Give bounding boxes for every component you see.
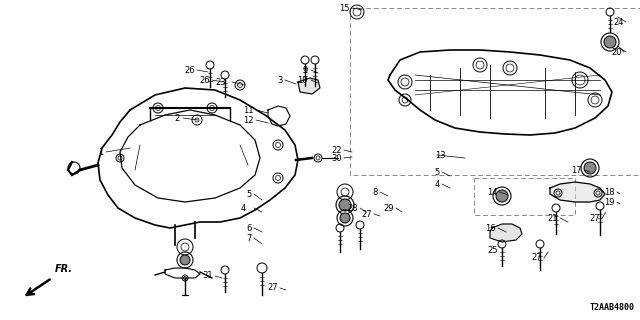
Text: 21: 21: [547, 213, 558, 222]
Circle shape: [339, 199, 351, 211]
Text: 6: 6: [246, 223, 252, 233]
Text: 26: 26: [200, 76, 210, 84]
Text: 18: 18: [604, 188, 615, 196]
Text: 27: 27: [268, 284, 278, 292]
Text: 29: 29: [383, 204, 394, 212]
Bar: [474, 178, 575, 215]
Circle shape: [604, 36, 616, 48]
Text: 12: 12: [243, 116, 254, 124]
Text: 16: 16: [485, 223, 496, 233]
Text: 25: 25: [488, 245, 498, 254]
Text: 4: 4: [241, 204, 246, 212]
Text: 28: 28: [348, 204, 358, 212]
Text: 27: 27: [531, 253, 542, 262]
Text: 24: 24: [614, 18, 624, 27]
Circle shape: [496, 190, 508, 202]
Text: 5: 5: [247, 189, 252, 198]
Circle shape: [584, 162, 596, 174]
Text: 11: 11: [243, 106, 254, 115]
Polygon shape: [490, 224, 522, 242]
Circle shape: [180, 255, 190, 265]
Text: 8: 8: [372, 188, 378, 196]
Text: 17: 17: [572, 165, 582, 174]
Text: 1: 1: [98, 148, 103, 156]
Text: 26: 26: [184, 66, 195, 75]
Bar: [350, 8, 640, 175]
Text: 27: 27: [362, 210, 372, 219]
Text: T2AAB4800: T2AAB4800: [590, 303, 635, 312]
Text: FR.: FR.: [55, 264, 73, 274]
Text: 15: 15: [339, 4, 350, 12]
Text: 22: 22: [332, 146, 342, 155]
Text: 14: 14: [488, 188, 498, 196]
Text: 9: 9: [303, 66, 308, 75]
Text: 19: 19: [605, 197, 615, 206]
Text: 5: 5: [435, 167, 440, 177]
Text: 30: 30: [332, 154, 342, 163]
Text: 20: 20: [611, 47, 622, 57]
Text: 2: 2: [175, 114, 180, 123]
Text: 4: 4: [435, 180, 440, 188]
Circle shape: [340, 213, 350, 223]
Polygon shape: [550, 182, 605, 202]
Text: 3: 3: [278, 76, 283, 84]
Text: 13: 13: [435, 150, 445, 159]
Polygon shape: [298, 78, 320, 94]
Text: 7: 7: [246, 234, 252, 243]
Text: 27: 27: [589, 213, 600, 222]
Text: 23: 23: [216, 77, 226, 86]
Text: 10: 10: [298, 76, 308, 84]
Text: 31: 31: [202, 271, 213, 281]
